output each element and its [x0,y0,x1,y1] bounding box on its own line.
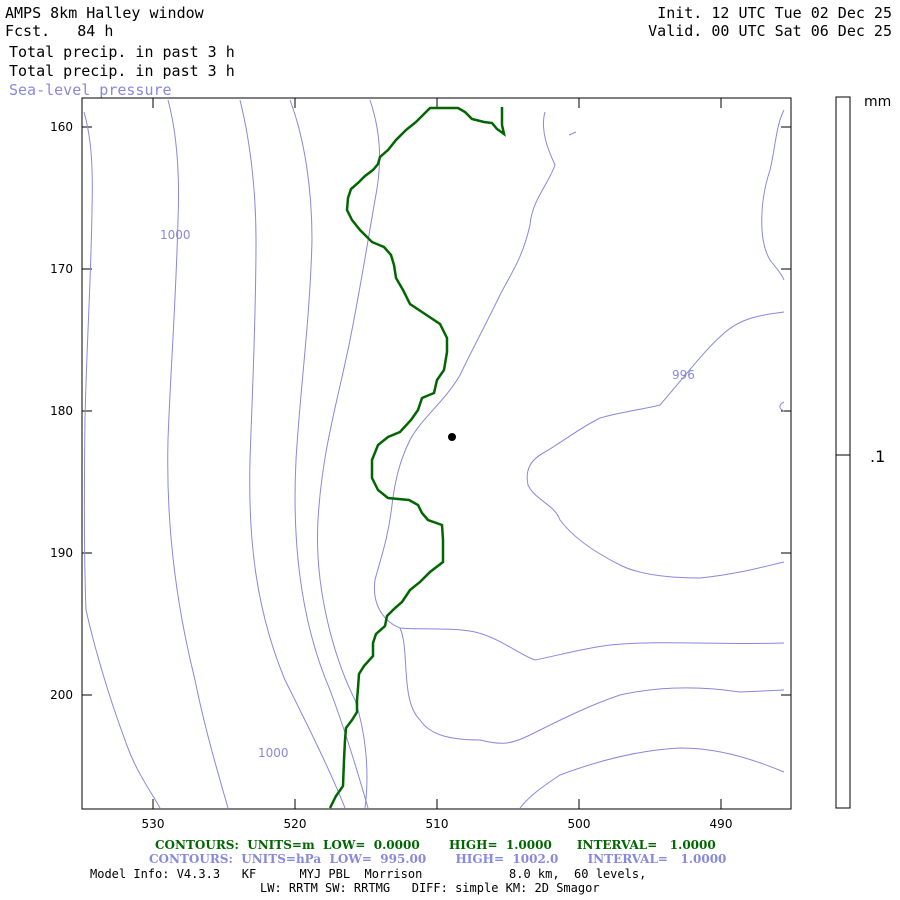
field-label-pressure: Sea-level pressure [9,81,172,99]
x-tick-label: 530 [142,817,165,831]
colorbar [835,96,851,809]
y-tick-label: 180 [50,404,73,418]
field-label-1: Total precip. in past 3 h [9,43,235,61]
isobar [373,111,785,661]
y-tick-label: 200 [50,688,73,702]
field-label-2: Total precip. in past 3 h [9,62,235,80]
y-axis [82,126,791,696]
x-tick-label: 520 [284,817,307,831]
contour-label-996: 996 [672,368,695,382]
init-time: Init. 12 UTC Tue 02 Dec 25 [657,4,892,22]
isobar [167,99,229,809]
isobar [779,401,785,412]
y-tick-label: 160 [50,120,73,134]
valid-time: Valid. 00 UTC Sat 06 Dec 25 [648,22,892,40]
colorbar-level-label: .1 [870,447,885,466]
isobar [568,131,577,136]
forecast-hour: Fcst. 84 h [5,22,114,40]
colorbar-unit: mm [864,94,891,110]
y-tick-label: 170 [50,262,73,276]
contour-label-1000-upper: 1000 [160,228,191,242]
isobar [526,311,785,579]
map-title: AMPS 8km Halley window [5,4,204,22]
x-axis [152,98,722,809]
station-marker [448,433,456,441]
isobar [399,627,785,744]
model-info-line-2: LW: RRTM SW: RRTMG DIFF: simple KM: 2D S… [260,881,600,895]
map-frame [81,97,792,810]
contour-info-coast: CONTOURS: UNITS=m LOW= 0.0000 HIGH= 1.00… [155,838,716,852]
isobar [85,609,161,809]
isobar [289,99,369,809]
y-tick-label: 190 [50,546,73,560]
x-tick-label: 490 [710,817,733,831]
model-info-line-1: Model Info: V4.3.3 KF MYJ PBL Morrison 8… [90,867,647,881]
pressure-contours [83,99,785,809]
contour-info-pressure: CONTOURS: UNITS=hPa LOW= 995.00 HIGH= 10… [149,852,727,866]
coastline-contour [328,106,506,809]
isobar [519,747,785,809]
isobar [317,99,381,809]
x-tick-label: 510 [426,817,449,831]
contour-label-1000-lower: 1000 [258,746,289,760]
isobar [83,111,93,611]
x-tick-label: 500 [568,817,591,831]
isobar [239,99,346,809]
isobar [761,109,785,281]
